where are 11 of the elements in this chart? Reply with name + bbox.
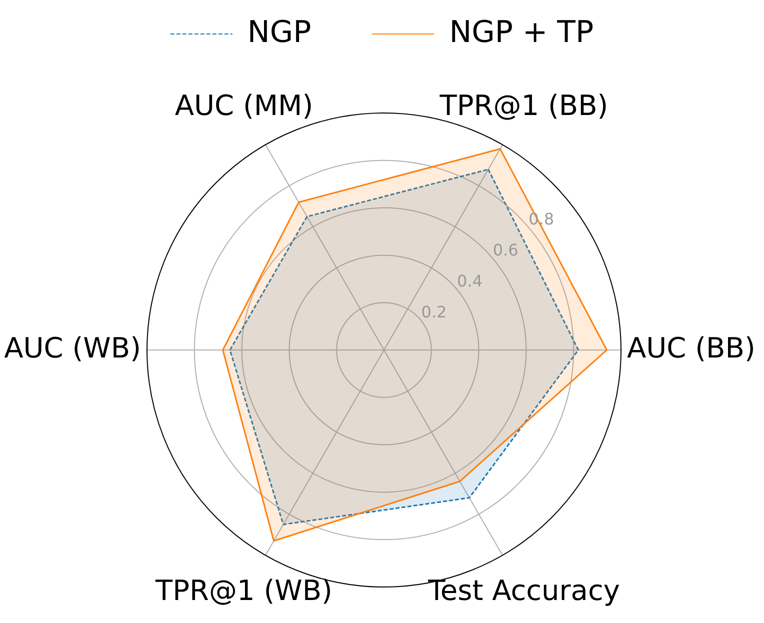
spoke-label: Test Accuracy [427,574,620,607]
spoke-label: AUC (MM) [174,88,314,122]
spoke-label: TPR@1 (BB) [438,88,608,122]
y-tick-label: 0.6 [492,240,518,260]
legend-label: NGP [247,14,312,50]
y-tick-label: 0.4 [457,271,483,290]
legend-label: NGP + TP [449,14,594,50]
spoke-label: TPR@1 (WB) [154,574,332,607]
y-tick-label: 0.2 [421,302,447,322]
spoke-label: AUC (WB) [4,331,141,364]
spoke-label: AUC (BB) [627,331,756,364]
